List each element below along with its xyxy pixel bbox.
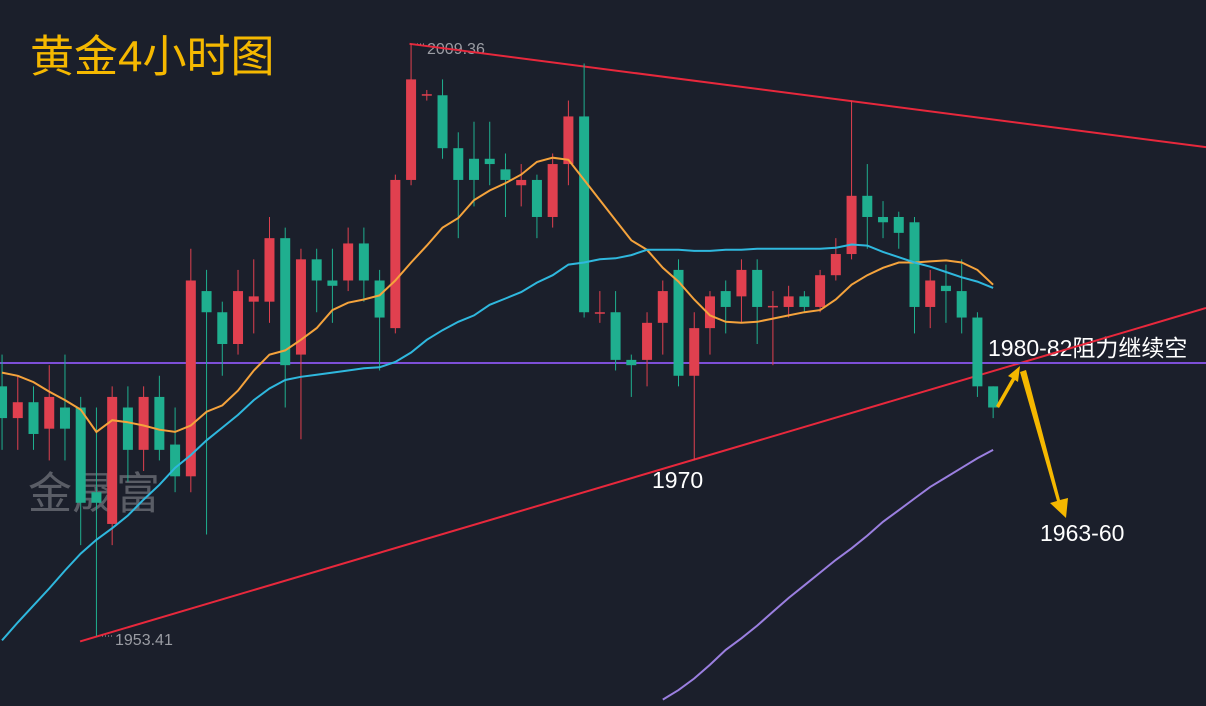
- candle-body: [91, 492, 102, 503]
- candle-body: [752, 269, 763, 307]
- support-label: 1970: [652, 467, 703, 493]
- candle-body: [170, 444, 181, 477]
- candle-body: [799, 296, 810, 307]
- candle-body: [783, 296, 794, 307]
- candle-body: [579, 116, 590, 313]
- candle-body: [972, 317, 983, 387]
- candle-body: [594, 312, 605, 314]
- candle-body: [673, 269, 684, 376]
- candle-body: [201, 291, 212, 313]
- candle-body: [862, 195, 873, 217]
- candle-body: [689, 328, 700, 376]
- candle-body: [720, 291, 731, 307]
- candle-body: [343, 243, 354, 281]
- arrow: [1020, 370, 1068, 518]
- candle-body: [374, 280, 385, 318]
- candle-body: [59, 407, 70, 429]
- candle-body: [909, 222, 920, 307]
- candle-body: [138, 396, 149, 450]
- candle-body: [295, 259, 306, 355]
- moving-average: [662, 449, 994, 701]
- candle-body: [233, 291, 244, 345]
- candle-body: [468, 158, 479, 180]
- chart-title: 黄金4小时图: [30, 33, 274, 82]
- candle-body: [28, 402, 39, 434]
- low-label: 1953.41: [115, 632, 173, 649]
- resistance-label: 1980-82阻力继续空: [988, 335, 1187, 361]
- candle-body: [327, 280, 338, 286]
- candle-body: [264, 238, 275, 302]
- candle-body: [500, 169, 511, 180]
- candle-body: [547, 164, 558, 217]
- arrow: [996, 366, 1020, 408]
- candle-body: [437, 95, 448, 149]
- candle-body: [815, 275, 826, 307]
- candle-body: [12, 402, 23, 419]
- candle-body: [185, 280, 196, 477]
- arrows: [996, 366, 1068, 518]
- candle-body: [453, 148, 464, 180]
- candle-body: [44, 396, 55, 429]
- candle-body: [154, 396, 165, 450]
- candle-body: [657, 291, 668, 323]
- candle-body: [311, 259, 322, 281]
- candle-body: [563, 116, 574, 165]
- candle-body: [878, 216, 889, 223]
- candle-body: [531, 179, 542, 217]
- candle-body: [122, 407, 133, 450]
- candle-body: [107, 396, 118, 524]
- moving-average: [1, 156, 994, 434]
- candle-body: [893, 216, 904, 233]
- candle-body: [248, 296, 259, 302]
- moving-average: [1, 243, 994, 642]
- candle-body: [484, 158, 495, 165]
- plot: [0, 42, 1206, 701]
- candle-body: [406, 79, 417, 180]
- candle-body: [642, 322, 653, 360]
- candle-body: [704, 296, 715, 329]
- trend-line: [409, 42, 1206, 149]
- candle-body: [846, 195, 857, 255]
- candle-body: [830, 254, 841, 276]
- candle-body: [358, 243, 369, 281]
- candle-body: [610, 312, 621, 360]
- candle-body: [516, 179, 527, 186]
- candle-body: [0, 386, 8, 419]
- candle-body: [626, 359, 637, 366]
- candle-body: [767, 305, 778, 308]
- candle-body: [390, 179, 401, 329]
- candle-body: [736, 269, 747, 297]
- candle-body: [280, 238, 291, 366]
- candle-body: [925, 280, 936, 307]
- target-label: 1963-60: [1040, 520, 1124, 546]
- candle-body: [956, 291, 967, 318]
- candle-body: [217, 312, 228, 345]
- candle-body: [988, 386, 999, 408]
- candle-body: [421, 94, 432, 96]
- candle-body: [75, 407, 86, 503]
- candle-body: [940, 285, 951, 292]
